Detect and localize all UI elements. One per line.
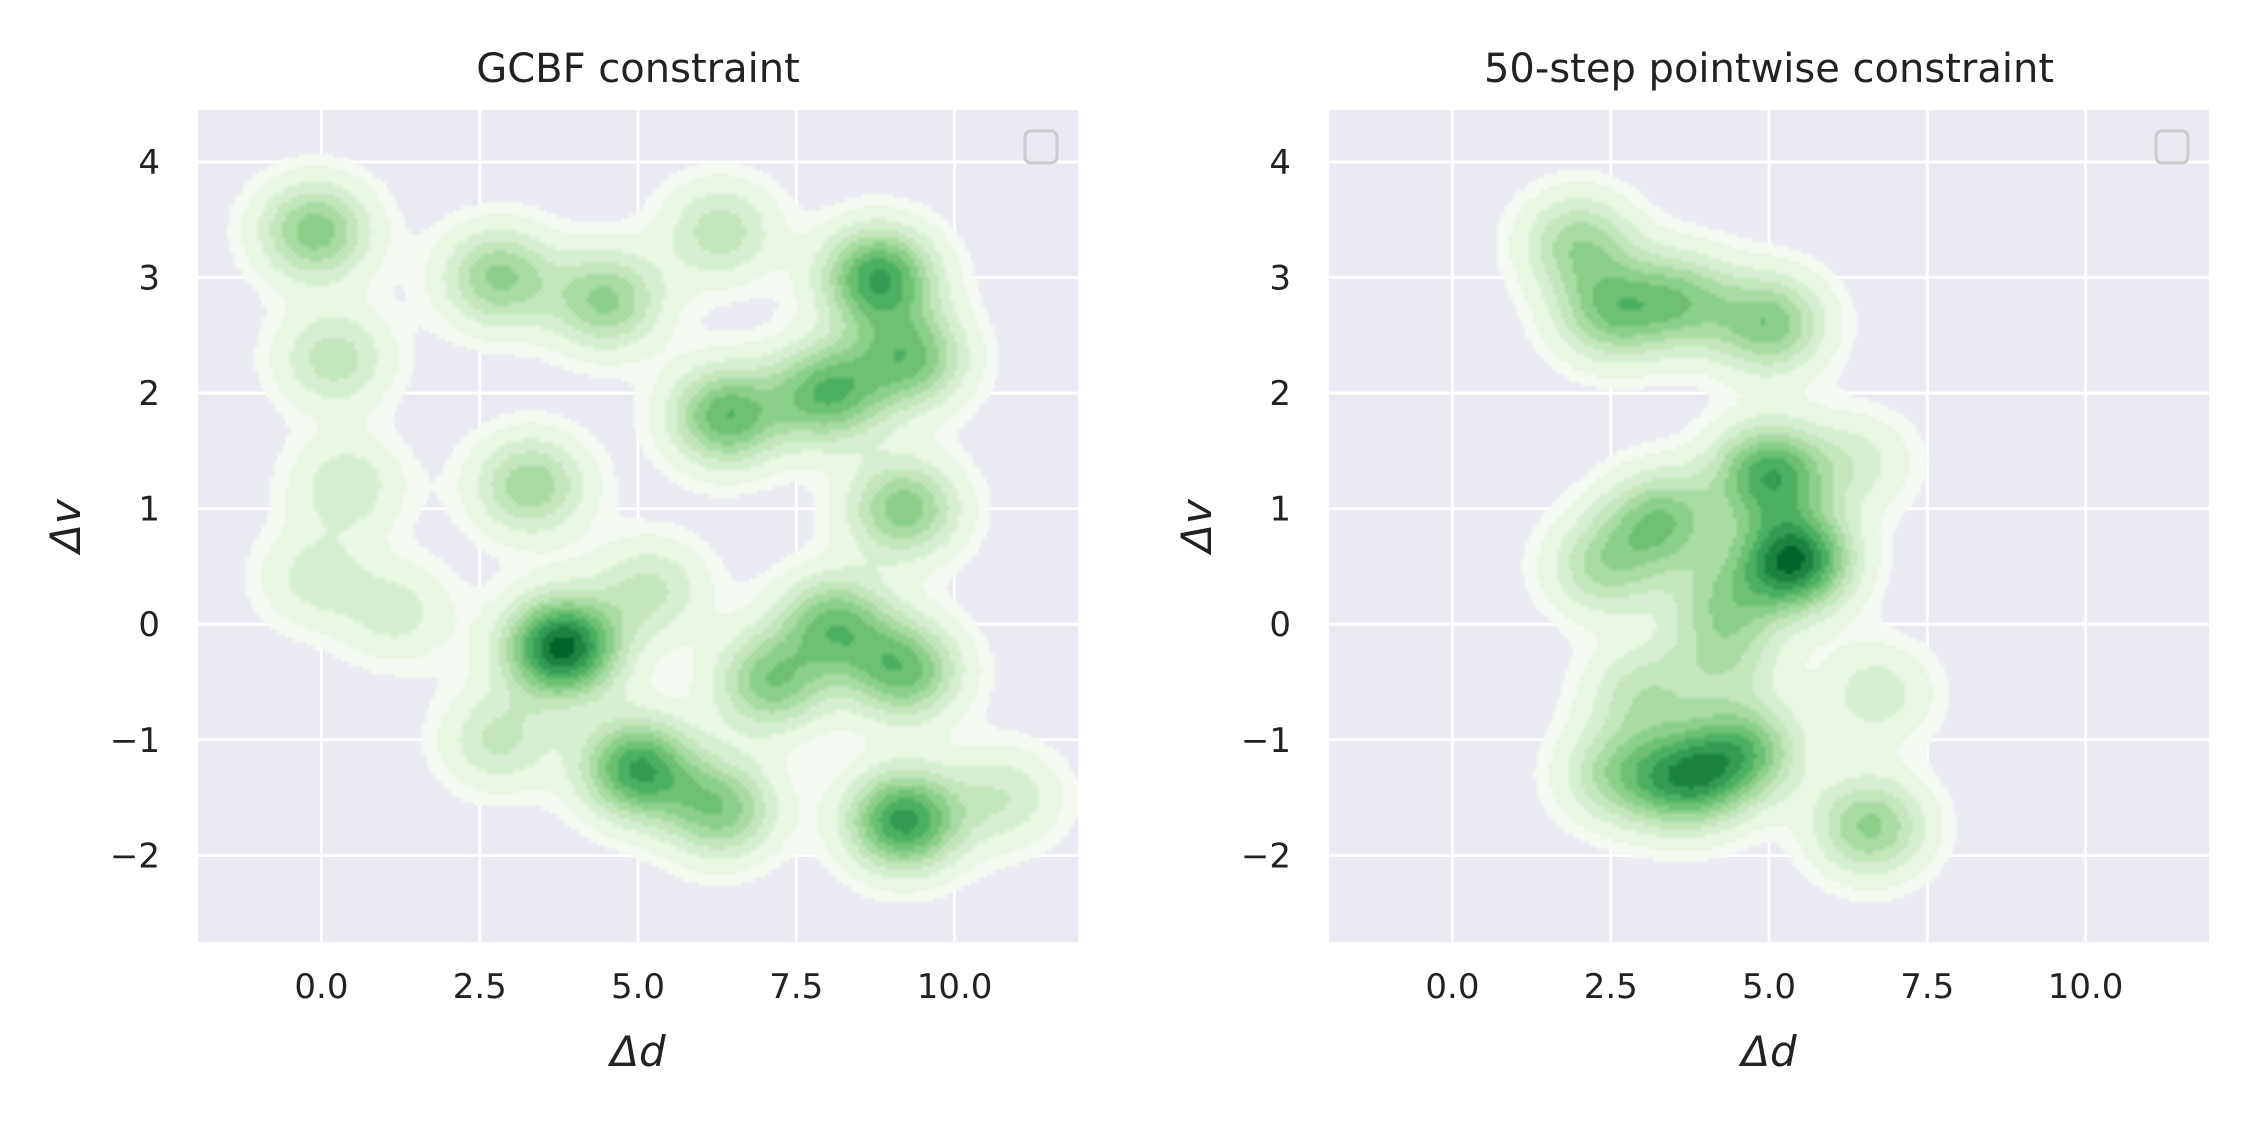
legend-box	[1023, 129, 1059, 165]
x-tick-label: 2.5	[453, 967, 507, 1007]
y-tick-label: 0	[138, 605, 160, 645]
y-axis-label: Δv	[41, 498, 90, 556]
chart-panel-2: 50-step pointwise constraint 0.0 2.5 5.0 7.5…	[1172, 46, 2209, 1076]
x-tick-label: 5.0	[611, 967, 665, 1007]
y-tick-label: 2	[138, 374, 160, 414]
x-tick-label: 0.0	[1425, 967, 1479, 1007]
y-tick-label: −2	[1241, 836, 1291, 876]
y-tick-label: 1	[1269, 490, 1291, 530]
x-axis-label: Δd	[607, 1027, 666, 1076]
x-tick-label: 7.5	[1900, 967, 1954, 1007]
y-tick-label: 4	[138, 143, 160, 183]
y-tick-label: −1	[1241, 721, 1291, 761]
x-tick-label: 0.0	[294, 967, 348, 1007]
y-tick-label: −1	[110, 721, 160, 761]
y-tick-label: −2	[110, 836, 160, 876]
y-tick-label: 4	[1269, 143, 1291, 183]
chart-title: 50-step pointwise constraint	[1484, 46, 2054, 92]
legend-box	[2154, 129, 2190, 165]
x-tick-label: 7.5	[769, 967, 823, 1007]
kde-density-map	[198, 110, 1078, 942]
y-tick-label: 3	[138, 259, 160, 299]
x-tick-label: 2.5	[1584, 967, 1638, 1007]
x-tick-label: 5.0	[1742, 967, 1796, 1007]
y-axis-label: Δv	[1172, 498, 1221, 556]
x-axis-label: Δd	[1738, 1027, 1797, 1076]
y-tick-label: 1	[138, 490, 160, 530]
y-tick-label: 3	[1269, 259, 1291, 299]
x-tick-label: 10.0	[2048, 967, 2124, 1007]
x-tick-label: 10.0	[917, 967, 993, 1007]
y-tick-label: 2	[1269, 374, 1291, 414]
chart-panel-1: GCBF constraint 0.0 2.5 5.0 7.5 10.0 −2 −1 0 1 2 3 4…	[41, 46, 1078, 1076]
chart-title: GCBF constraint	[476, 46, 800, 92]
y-tick-label: 0	[1269, 605, 1291, 645]
kde-density-map	[1329, 110, 2209, 942]
